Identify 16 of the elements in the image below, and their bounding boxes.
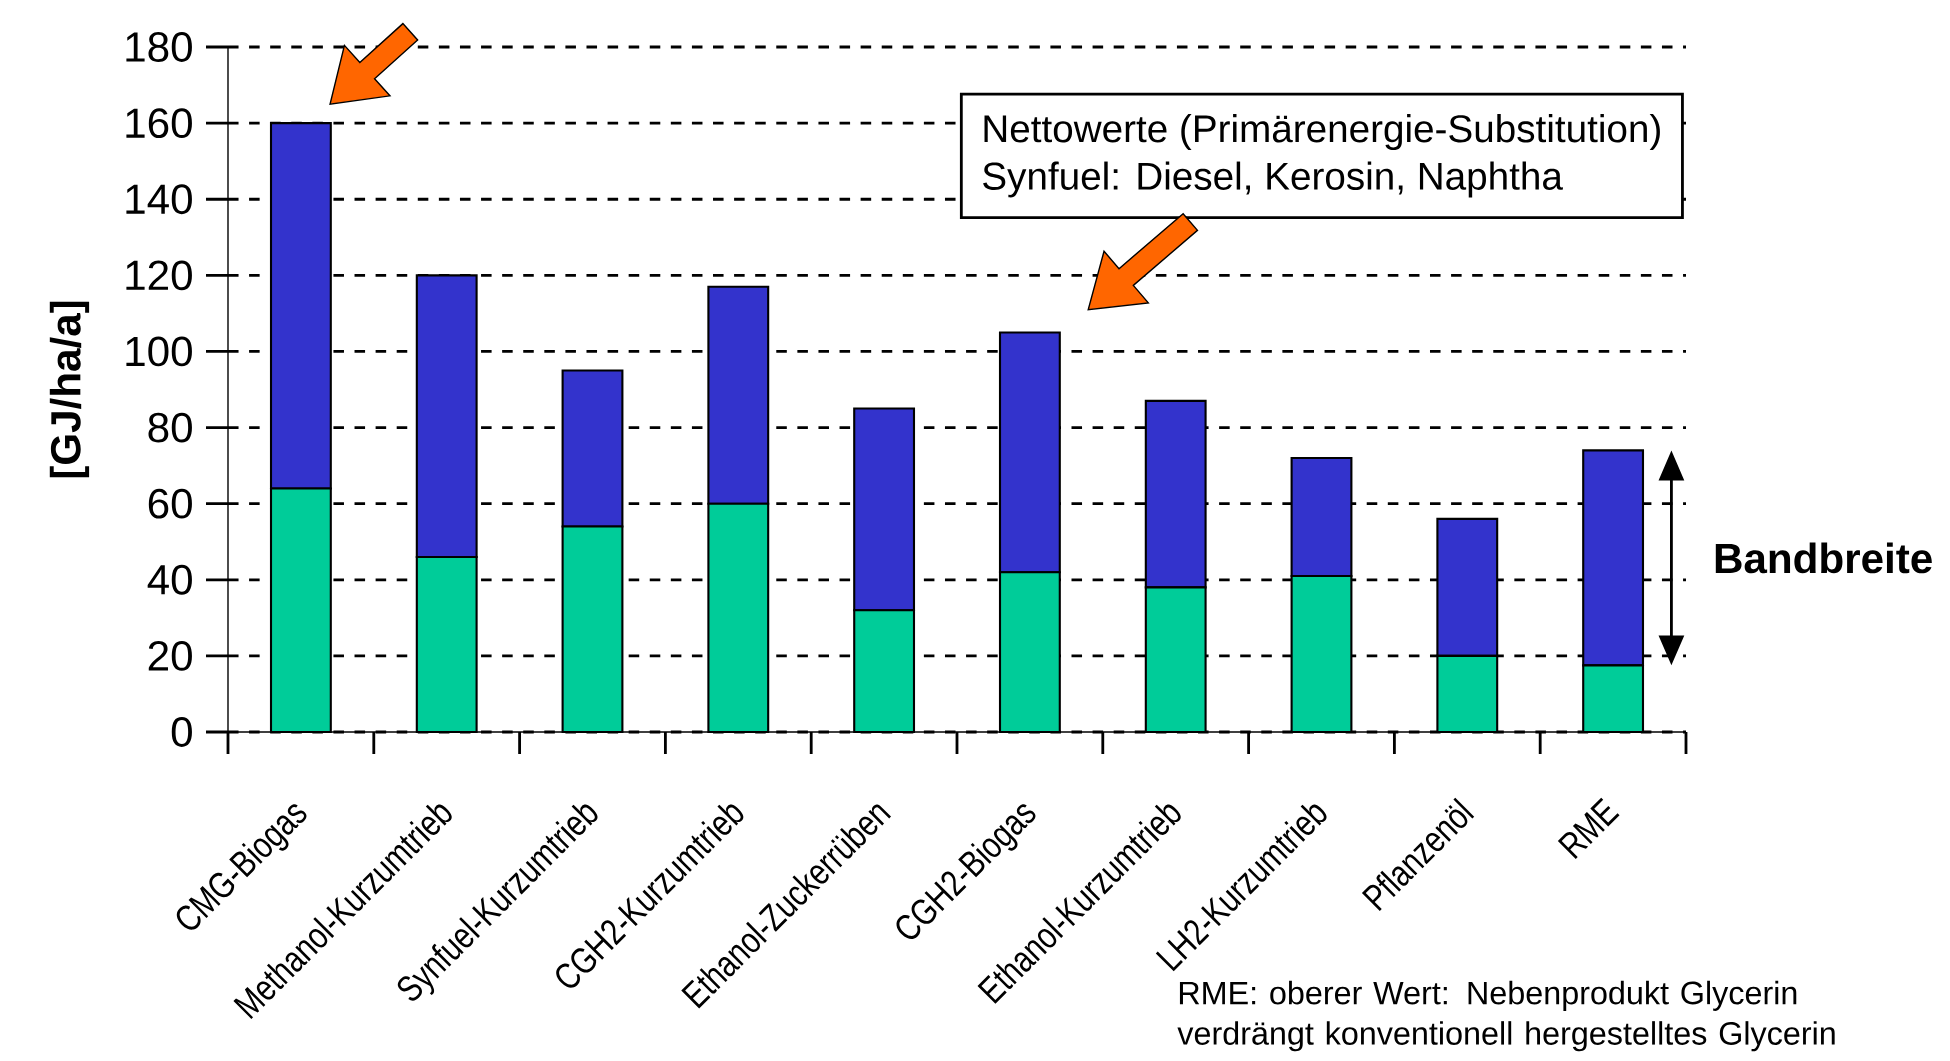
text: RME: oberer Wert: Nebenprodukt Glycerin verdrängt konventionell hergestelltes Glycerin [1177, 980, 1835, 1052]
y-tick-label: 80 [148, 412, 192, 443]
y-tick-label: 0 [171, 717, 192, 747]
annotation: Nettowerte (Primärenergie-Substitution) [984, 114, 1660, 151]
text: Bandbreite [1715, 542, 1932, 574]
y-tick-label: 160 [126, 108, 192, 139]
y-tick-label: 20 [148, 640, 192, 671]
y-tick-label: 60 [148, 488, 192, 519]
x-tick-label: RME [1557, 797, 1620, 859]
y-tick-label: 140 [126, 184, 192, 215]
y-axis-title: [GJ/ha/a] [49, 301, 90, 478]
y-tick-label: 40 [147, 564, 192, 595]
y-tick-label: 120 [126, 260, 192, 291]
y-tick-label: 180 [126, 32, 192, 62]
y-tick-label: 100 [126, 336, 192, 367]
annotation: Synfuel: Diesel, Kerosin, Naphtha [983, 161, 1563, 198]
